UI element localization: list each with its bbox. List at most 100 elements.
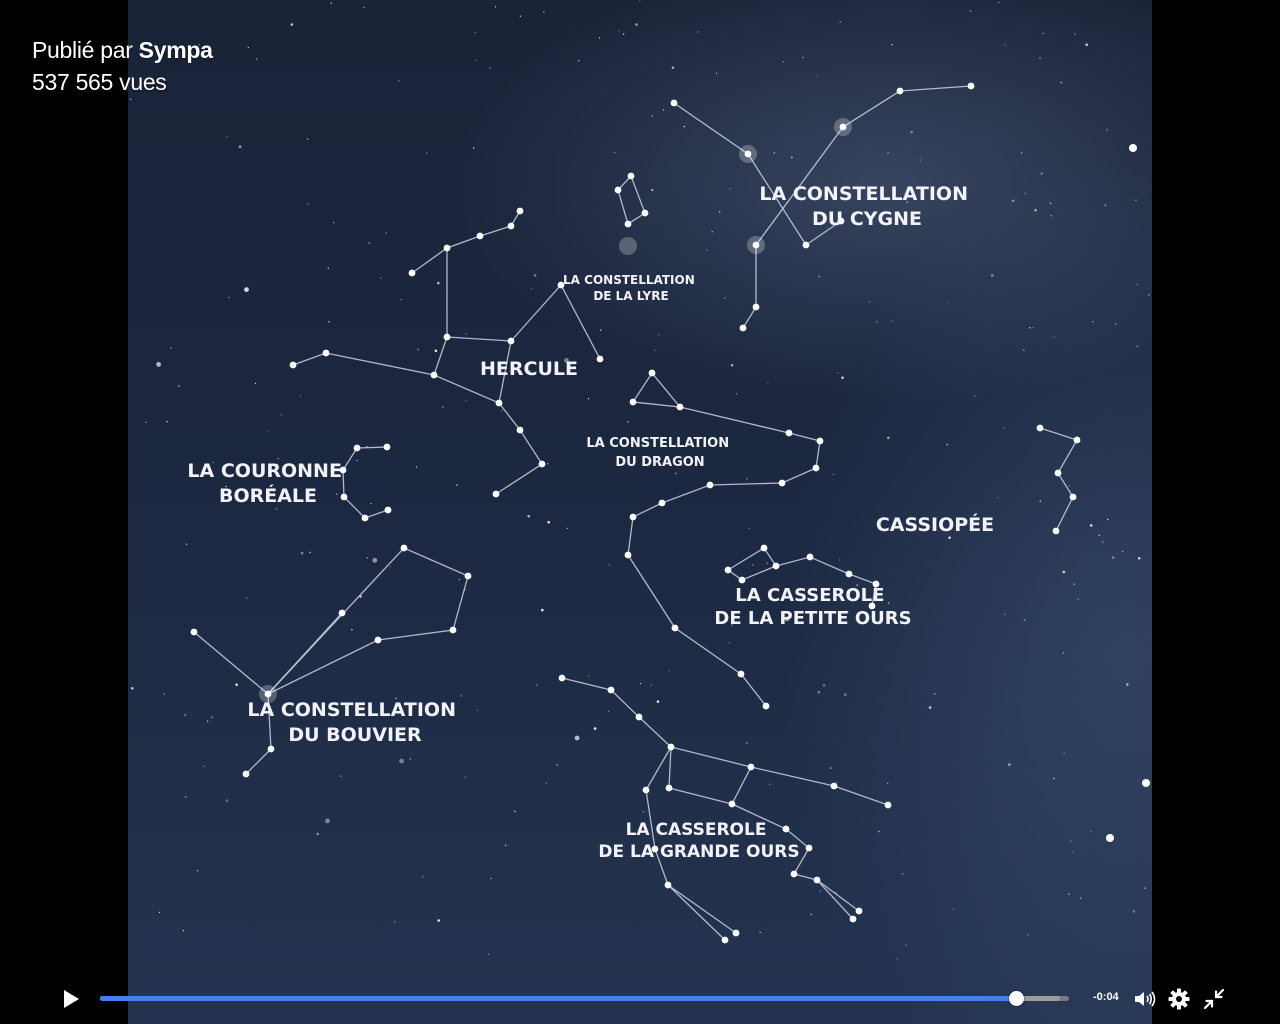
background-star	[500, 410, 503, 412]
constellation-star	[664, 881, 672, 889]
background-star	[836, 781, 838, 783]
constellation-star	[648, 369, 656, 377]
background-star	[675, 472, 677, 475]
constellation-star	[816, 437, 824, 445]
background-star	[536, 684, 538, 686]
constellation-star	[374, 636, 382, 644]
background-star	[906, 201, 908, 203]
background-star	[729, 188, 731, 190]
background-star	[211, 716, 213, 718]
background-star	[766, 562, 769, 564]
background-star	[163, 693, 166, 695]
constellation-line-cygne	[673, 102, 842, 246]
constellation-line-bouvier	[193, 547, 469, 695]
background-star	[1049, 202, 1052, 205]
background-star	[607, 710, 610, 713]
background-star	[547, 463, 549, 465]
background-star	[1114, 323, 1117, 325]
background-star	[731, 624, 733, 626]
background-star	[856, 584, 858, 586]
background-star	[556, 764, 558, 766]
constellation-star	[665, 784, 673, 792]
constellation-star	[383, 443, 391, 451]
play-button[interactable]	[60, 986, 84, 1012]
background-star	[1068, 485, 1071, 487]
background-star	[529, 370, 531, 372]
constellation-stars	[190, 82, 1081, 944]
background-star	[845, 610, 849, 614]
background-star	[767, 383, 769, 385]
constellation-star	[443, 244, 451, 252]
background-star	[566, 527, 568, 530]
constellation-star	[658, 499, 666, 507]
background-star	[654, 349, 656, 351]
background-stars	[129, 0, 1150, 960]
constellation-star	[837, 217, 845, 225]
progress-bar[interactable]	[100, 991, 1069, 1006]
constellation-line-cygne	[755, 85, 972, 246]
constellation-star	[538, 460, 546, 468]
publisher-line: Publié par Sympa	[32, 34, 213, 66]
background-star	[1004, 44, 1006, 46]
background-star	[244, 287, 249, 292]
background-star	[156, 362, 161, 367]
background-star	[464, 776, 466, 778]
label-cygne: LA CONSTELLATION DU CYGNE	[759, 183, 974, 230]
video-frame[interactable]: LA CONSTELLATION DU CYGNE LA CONSTELLATI…	[128, 0, 1152, 1024]
constellation-star	[353, 444, 361, 452]
background-star	[1024, 192, 1026, 195]
progress-fill	[100, 996, 1016, 1001]
background-star	[494, 6, 497, 8]
constellation-star	[845, 570, 853, 578]
background-star	[1136, 283, 1138, 286]
background-star	[869, 301, 871, 303]
background-star	[400, 298, 402, 301]
background-star	[246, 597, 248, 599]
background-star	[752, 564, 754, 566]
background-star	[697, 31, 699, 33]
background-star	[997, 497, 999, 499]
background-star	[275, 508, 278, 510]
background-star	[267, 430, 270, 432]
background-star	[1029, 327, 1031, 329]
background-star	[1020, 152, 1023, 154]
background-star	[635, 23, 638, 26]
background-star	[1034, 208, 1037, 212]
background-star	[952, 908, 955, 910]
background-star	[588, 675, 590, 677]
background-star	[145, 421, 147, 423]
publisher-name[interactable]: Sympa	[138, 37, 213, 63]
background-star	[816, 74, 818, 77]
background-star	[1063, 751, 1065, 754]
background-star	[415, 466, 418, 468]
volume-button[interactable]	[1133, 987, 1157, 1011]
background-star	[1106, 129, 1108, 131]
background-star	[366, 557, 368, 559]
background-star	[473, 147, 475, 149]
constellation-star	[967, 82, 975, 90]
constellation-star	[629, 398, 637, 406]
background-star	[1023, 619, 1026, 621]
progress-scrubber[interactable]	[1008, 991, 1024, 1006]
settings-button[interactable]	[1167, 987, 1191, 1011]
background-star	[1092, 321, 1094, 323]
background-star	[1122, 550, 1124, 553]
settings-gear-icon	[1168, 988, 1190, 1010]
background-star	[547, 520, 550, 524]
constellation-star	[738, 576, 746, 584]
background-star	[325, 818, 330, 824]
background-star	[166, 420, 168, 423]
background-star	[1003, 427, 1005, 429]
background-star	[1144, 887, 1146, 889]
background-star	[131, 687, 134, 690]
player-controls: -0:04	[0, 974, 1280, 1024]
exit-fullscreen-button[interactable]	[1202, 987, 1226, 1011]
background-star	[530, 288, 533, 290]
background-star	[434, 349, 438, 353]
background-star	[891, 44, 893, 46]
background-star	[991, 274, 994, 277]
background-star	[1129, 144, 1137, 152]
background-star	[1060, 81, 1062, 84]
background-star	[514, 810, 516, 813]
constellation-star	[507, 337, 515, 345]
